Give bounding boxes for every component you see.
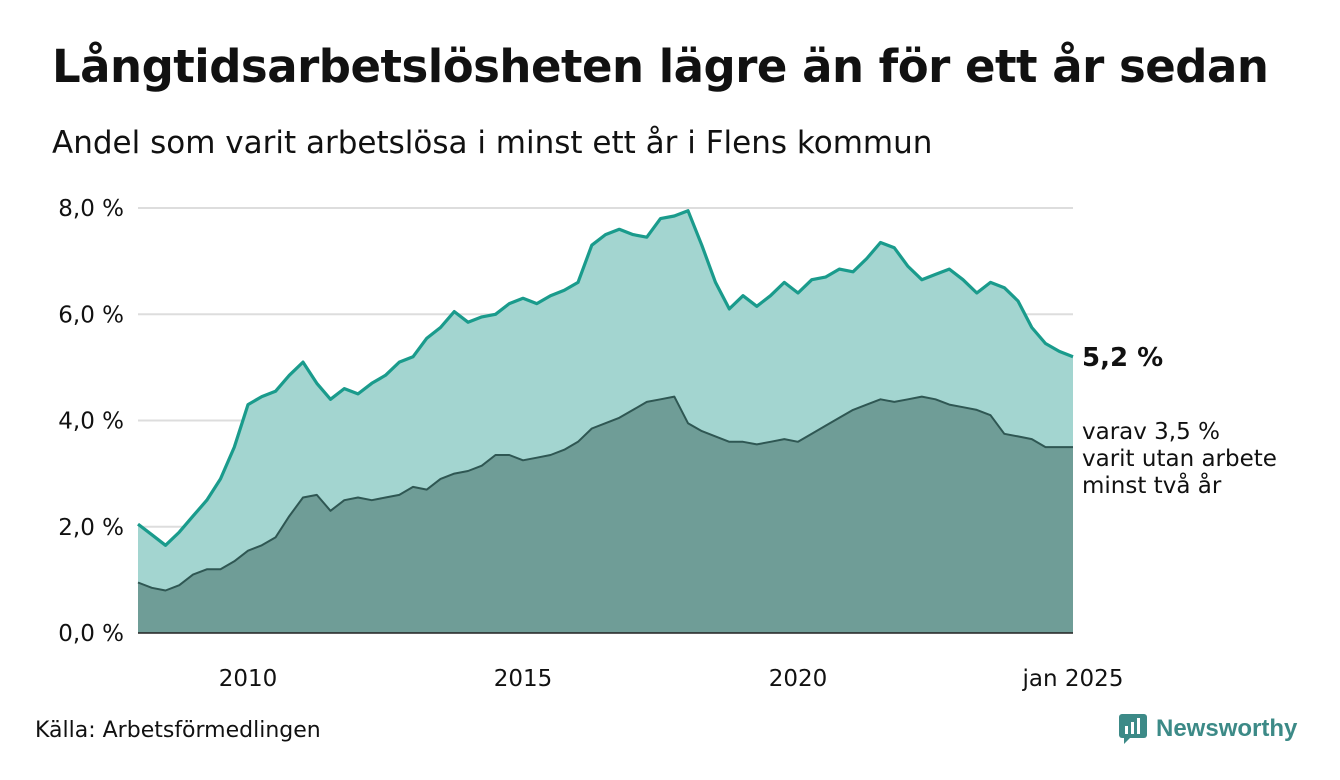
- chart-subtitle: Andel som varit arbetslösa i minst ett å…: [52, 125, 933, 161]
- end-label-sub-line: varav 3,5 %: [1082, 419, 1220, 445]
- newsworthy-logo-icon: [1119, 714, 1147, 744]
- end-label-sub-line: varit utan arbete: [1082, 446, 1277, 472]
- brand[interactable]: Newsworthy: [1118, 713, 1297, 745]
- end-label-sub-line: minst två år: [1082, 471, 1222, 499]
- x-tick-label: jan 2025: [1022, 666, 1124, 692]
- y-tick-label: 0,0 %: [58, 621, 124, 647]
- y-tick-label: 8,0 %: [58, 196, 124, 222]
- x-tick-label: 2015: [494, 666, 553, 692]
- x-tick-label: 2020: [769, 666, 828, 692]
- source-note: Källa: Arbetsförmedlingen: [35, 718, 321, 743]
- brand-name: Newsworthy: [1156, 715, 1298, 742]
- lower-series-area: [138, 396, 1073, 633]
- series-areas: [137, 209, 1074, 633]
- x-tick-label: 2010: [219, 666, 278, 692]
- y-tick-label: 2,0 %: [58, 515, 124, 541]
- axes: 0,0 % 2,0 % 4,0 % 6,0 % 8,0 % 2010 2015 2020 jan…: [58, 196, 1123, 692]
- lower-series-line: [137, 395, 1073, 592]
- y-tick-label: 4,0 %: [58, 409, 124, 435]
- end-label-main: 5,2 %: [1082, 343, 1163, 373]
- y-tick-label: 6,0 %: [58, 302, 124, 328]
- upper-series-line: [137, 209, 1074, 547]
- chart-title: Långtidsarbetslösheten lägre än för ett …: [52, 40, 1269, 93]
